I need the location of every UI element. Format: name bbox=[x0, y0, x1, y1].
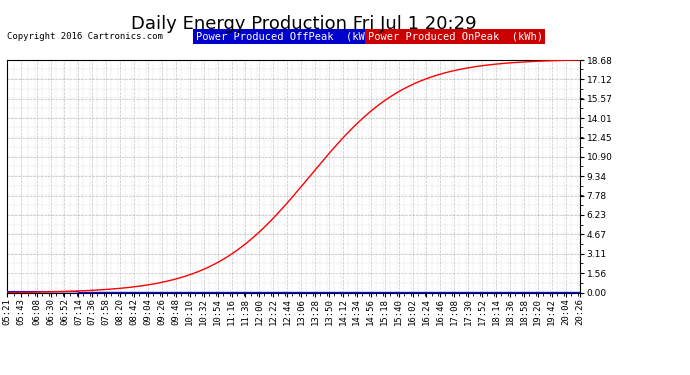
Text: Copyright 2016 Cartronics.com: Copyright 2016 Cartronics.com bbox=[7, 32, 163, 41]
Text: Daily Energy Production Fri Jul 1 20:29: Daily Energy Production Fri Jul 1 20:29 bbox=[131, 15, 476, 33]
Text: Power Produced OnPeak  (kWh): Power Produced OnPeak (kWh) bbox=[368, 32, 543, 41]
Text: Power Produced OffPeak  (kWh): Power Produced OffPeak (kWh) bbox=[196, 32, 377, 41]
